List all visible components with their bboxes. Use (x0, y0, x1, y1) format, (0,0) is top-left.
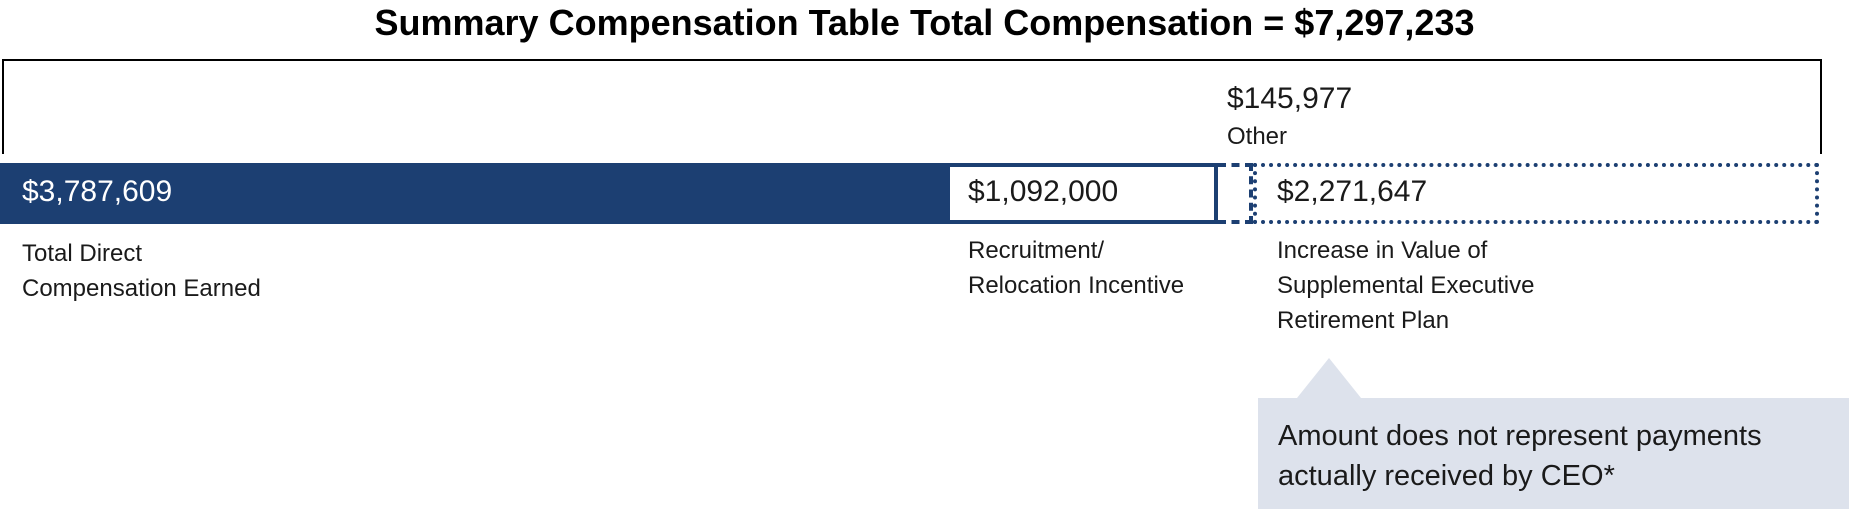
value-label-recruitment-relocation: $1,092,000 (968, 175, 1119, 208)
category-label-other: Other (1227, 123, 1288, 150)
bar-segment-serp (1253, 163, 1819, 224)
bar-segment-recruitment-relocation (946, 163, 1218, 224)
value-label-serp: $2,271,647 (1277, 175, 1428, 208)
value-label-other: $145,977 (1227, 82, 1353, 115)
category-label-total-direct-compensation: Total Direct Compensation Earned (22, 240, 261, 302)
value-label-total-direct-compensation: $3,787,609 (22, 175, 173, 208)
bar-segment-total-direct-compensation (0, 163, 946, 224)
serp-callout-note: Amount does not represent payments actua… (1258, 398, 1849, 509)
bar-segment-other (1218, 163, 1253, 224)
category-label-recruitment-relocation: Recruitment/ Relocation Incentive (968, 237, 1185, 299)
category-label-serp: Increase in Value of Supplemental Execut… (1277, 237, 1535, 334)
chart-title: Summary Compensation Table Total Compens… (374, 2, 1475, 43)
callout-pointer (1297, 358, 1361, 398)
total-bracket (2, 59, 1822, 154)
